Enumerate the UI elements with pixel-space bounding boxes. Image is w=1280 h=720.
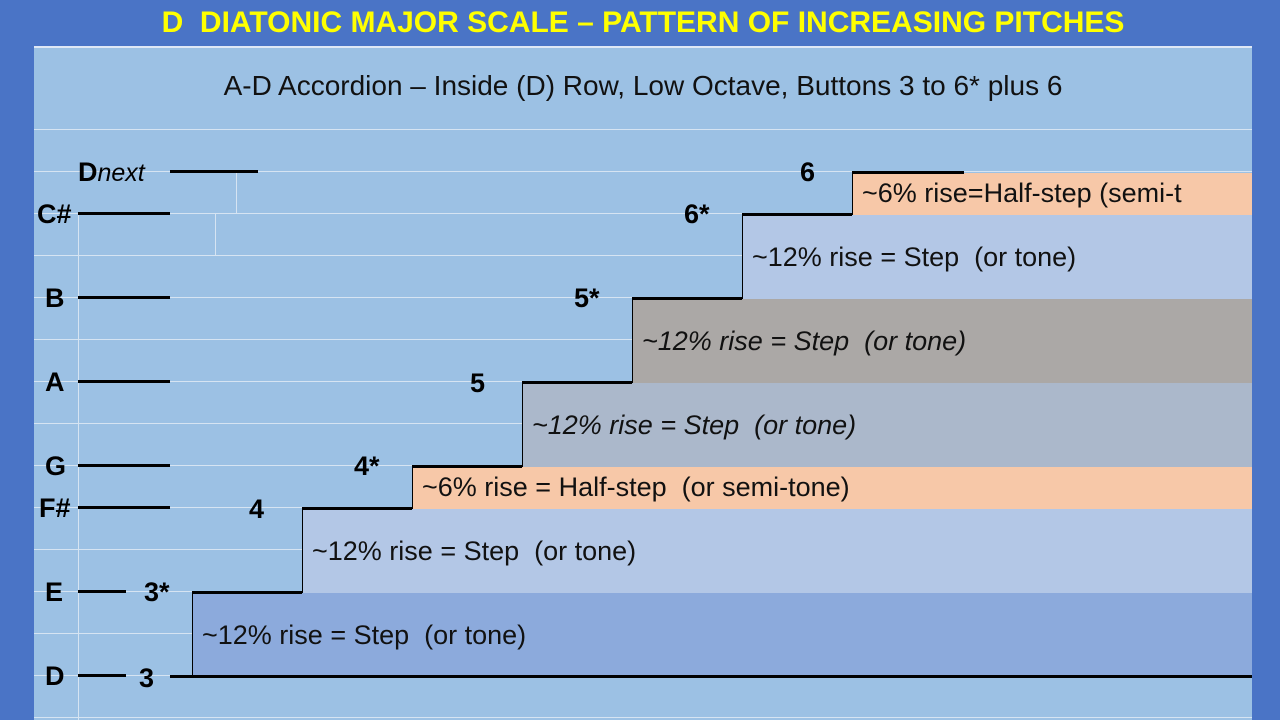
grid-line	[236, 171, 237, 213]
grid-line	[34, 717, 1252, 718]
interval-label: ~12% rise = Step (or tone)	[532, 410, 857, 440]
interval-band-g-a: ~12% rise = Step (or tone)	[522, 383, 1252, 467]
note-tick	[78, 506, 170, 509]
step-tread	[852, 171, 964, 174]
button-label-6: 6	[800, 157, 816, 187]
interval-band-fsharp-g: ~6% rise = Half-step (or semi-tone)	[412, 467, 1252, 509]
note-tick	[78, 674, 126, 677]
button-label-5-star: 5*	[574, 283, 600, 313]
button-label-4-star: 4*	[354, 451, 380, 481]
grid-line	[34, 171, 1252, 172]
interval-label: ~12% rise = Step (or tone)	[312, 536, 637, 566]
slide-subtitle: A-D Accordion – Inside (D) Row, Low Octa…	[223, 70, 1063, 101]
step-tread	[412, 465, 522, 468]
interval-band-csharp-d: ~6% rise=Half-step (semi-t	[852, 173, 1252, 215]
interval-label: ~12% rise = Step (or tone)	[752, 242, 1077, 272]
note-label-d: D	[45, 661, 65, 691]
slide: D DIATONIC MAJOR SCALE – PATTERN OF INCR…	[34, 0, 1252, 720]
interval-band-a-b: ~12% rise = Step (or tone)	[632, 299, 1252, 383]
note-label-d-next: Dnext	[78, 157, 145, 187]
interval-band-e-fsharp: ~12% rise = Step (or tone)	[302, 509, 1252, 593]
grid-line	[215, 213, 216, 255]
note-tick	[78, 464, 170, 467]
step-tread	[632, 297, 742, 300]
step-tread	[742, 213, 852, 216]
interval-band-d-e: ~12% rise = Step (or tone)	[192, 593, 1252, 677]
interval-label: ~12% rise = Step (or tone)	[642, 326, 967, 356]
baseline	[170, 675, 1252, 678]
note-label-g: G	[45, 451, 67, 481]
note-label-e: E	[45, 577, 64, 607]
note-tick	[170, 170, 258, 173]
grid-line	[34, 255, 1252, 256]
button-label-5: 5	[470, 368, 486, 398]
step-riser	[852, 171, 853, 215]
step-riser	[632, 297, 633, 383]
note-tick	[78, 380, 170, 383]
note-label-b: B	[45, 283, 65, 313]
button-label-3: 3	[139, 663, 155, 693]
step-tread	[192, 591, 302, 594]
interval-label: ~12% rise = Step (or tone)	[202, 620, 527, 650]
grid-line	[34, 129, 1252, 130]
button-label-6-star: 6*	[684, 199, 710, 229]
step-tread	[302, 507, 412, 510]
note-label-a: A	[45, 367, 65, 397]
grid-line	[34, 213, 1252, 214]
note-tick	[78, 590, 126, 593]
step-tread	[522, 381, 632, 384]
interval-label: ~6% rise=Half-step (semi-t	[862, 178, 1182, 208]
note-label-f-sharp: F#	[39, 493, 71, 523]
interval-label: ~6% rise = Half-step (or semi-tone)	[422, 472, 850, 502]
note-label-c-sharp: C#	[37, 199, 72, 229]
slide-title: D DIATONIC MAJOR SCALE – PATTERN OF INCR…	[34, 0, 1252, 48]
step-riser	[412, 465, 413, 509]
step-riser	[192, 591, 193, 677]
step-riser	[742, 213, 743, 299]
button-label-3-star: 3*	[144, 577, 170, 607]
note-label-sub: next	[97, 159, 145, 187]
note-tick	[78, 212, 170, 215]
button-label-4: 4	[249, 494, 265, 524]
step-riser	[302, 507, 303, 593]
note-tick	[78, 296, 170, 299]
interval-band-b-csharp: ~12% rise = Step (or tone)	[742, 215, 1252, 299]
step-riser	[522, 381, 523, 467]
